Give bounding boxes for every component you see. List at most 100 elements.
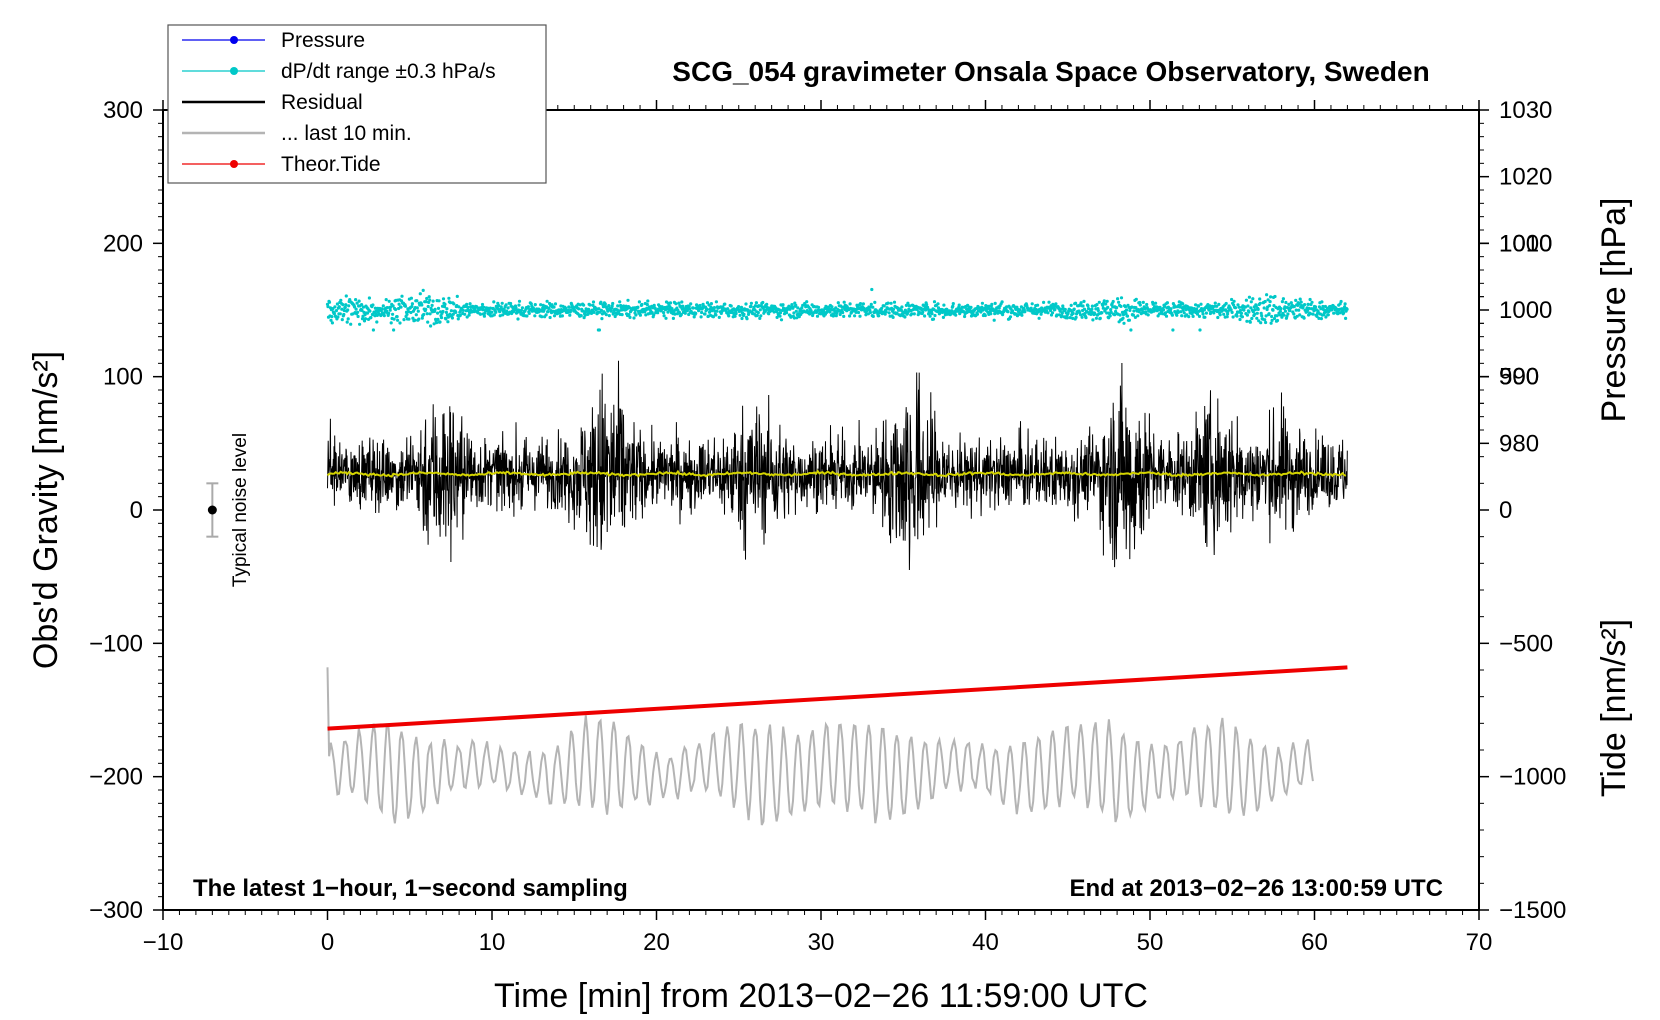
dpdt-point — [560, 314, 565, 318]
pressure-tick-label: 1030 — [1499, 97, 1552, 124]
dpdt-point — [1122, 321, 1126, 325]
dpdt-point — [448, 301, 452, 305]
dpdt-point — [899, 308, 904, 312]
dpdt-point — [433, 307, 437, 311]
dpdt-point — [1297, 302, 1301, 306]
dpdt-point — [345, 320, 349, 324]
dpdt-point — [1268, 300, 1272, 304]
dpdt-point — [1006, 310, 1010, 314]
dpdt-point — [1179, 310, 1183, 314]
dpdt-point — [446, 320, 450, 324]
dpdt-point — [330, 321, 334, 325]
dpdt-point — [424, 300, 428, 304]
dpdt-point — [1313, 305, 1318, 309]
dpdt-point — [1217, 302, 1221, 306]
dpdt-point — [385, 306, 389, 310]
dpdt-point — [463, 312, 467, 316]
dpdt-point — [1116, 297, 1120, 301]
dpdt-point — [969, 305, 973, 309]
dpdt-point — [368, 309, 372, 313]
dpdt-point — [599, 300, 603, 304]
dpdt-point — [407, 317, 411, 321]
dpdt-point — [360, 317, 365, 321]
dpdt-point — [1309, 312, 1313, 316]
dpdt-point — [1259, 321, 1263, 325]
dpdt-point — [1270, 318, 1274, 322]
dpdt-point — [637, 300, 642, 304]
dpdt-point — [1315, 314, 1319, 318]
dpdt-point — [425, 296, 429, 301]
dpdt-point — [1342, 311, 1346, 315]
legend-label-theor-tide: Theor.Tide — [281, 153, 381, 176]
dpdt-point — [652, 313, 656, 317]
dpdt-point — [834, 314, 838, 318]
dpdt-point — [326, 305, 330, 309]
noise-point — [207, 505, 217, 515]
dpdt-point — [1131, 313, 1135, 317]
dpdt-point — [1128, 308, 1132, 312]
dpdt-point — [1187, 315, 1191, 319]
dpdt-point — [920, 307, 924, 312]
dpdt-point — [816, 305, 821, 309]
dpdt-point — [924, 308, 928, 312]
dpdt-point — [1326, 313, 1330, 317]
dpdt-point — [908, 304, 912, 308]
dpdt-point — [941, 315, 946, 319]
dpdt-point — [734, 311, 738, 316]
dpdt-point — [795, 316, 799, 320]
dpdt-point — [923, 314, 927, 318]
dpdt-point — [1054, 302, 1058, 306]
dpdt-point — [388, 308, 392, 312]
dpdt-point — [1037, 316, 1041, 320]
dpdt-point — [1108, 314, 1112, 318]
dpdt-point — [880, 306, 884, 310]
dpdt-point — [396, 318, 400, 322]
dpdt-point — [980, 301, 985, 305]
dpdt-point — [526, 305, 531, 309]
dpdt-point — [1071, 316, 1075, 320]
dpdt-point — [1082, 299, 1086, 303]
dpdt-point — [1275, 318, 1280, 323]
dpdt-point — [1236, 303, 1240, 307]
dpdt-point — [1249, 306, 1253, 310]
dpdt-point — [870, 287, 874, 292]
dpdt-point — [1247, 295, 1251, 299]
dpdt-point — [1288, 309, 1292, 313]
x-tick-label: 20 — [643, 929, 670, 956]
dpdt-point — [432, 322, 436, 326]
dpdt-point — [445, 307, 449, 311]
dpdt-point — [597, 328, 602, 332]
dpdt-point — [1242, 308, 1246, 312]
dpdt-point — [688, 307, 692, 311]
dpdt-point — [1237, 305, 1241, 309]
dpdt-point — [421, 288, 425, 292]
dpdt-point — [1061, 304, 1065, 308]
dpdt-point — [853, 314, 857, 318]
dpdt-point — [759, 314, 763, 318]
dpdt-point — [832, 313, 836, 317]
dpdt-point — [612, 311, 616, 315]
x-tick-label: 60 — [1301, 929, 1328, 956]
dpdt-point — [431, 299, 435, 303]
dpdt-point — [1192, 307, 1196, 311]
dpdt-point — [410, 304, 414, 309]
dpdt-point — [1226, 312, 1230, 316]
dpdt-point — [604, 313, 608, 317]
dpdt-point — [1042, 300, 1046, 304]
dpdt-point — [781, 303, 785, 307]
dpdt-point — [1343, 302, 1347, 306]
dpdt-point — [1074, 301, 1078, 305]
dpdt-point — [332, 311, 336, 315]
dpdt-point — [758, 316, 762, 320]
dpdt-point — [340, 307, 344, 311]
dpdt-point — [620, 313, 624, 317]
dpdt-point — [739, 305, 744, 309]
dpdt-point — [1201, 312, 1205, 316]
dpdt-point — [456, 317, 460, 321]
dpdt-point — [758, 308, 762, 312]
dpdt-point — [1085, 310, 1089, 314]
dpdt-point — [930, 312, 934, 316]
dpdt-point — [711, 315, 716, 319]
dpdt-point — [1072, 307, 1076, 311]
